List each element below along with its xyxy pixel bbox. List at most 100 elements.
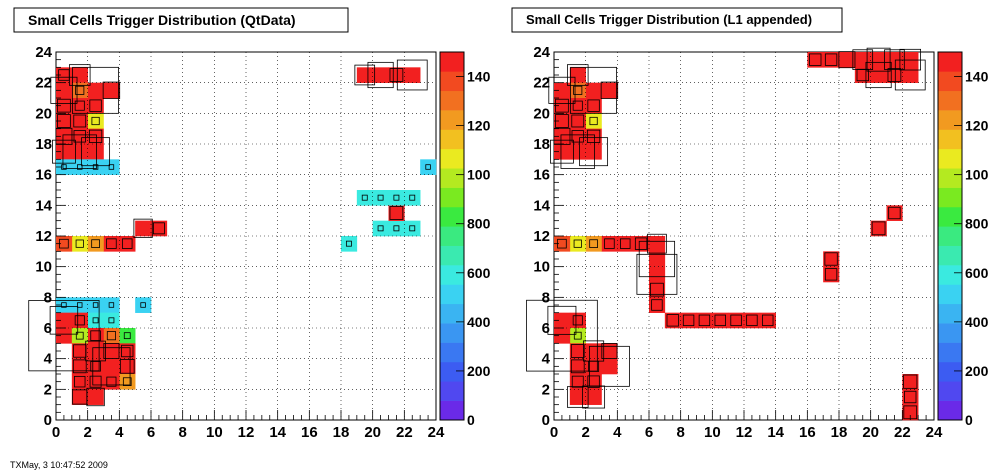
box-marker: [409, 225, 416, 232]
box-marker: [92, 164, 99, 170]
heatmap-cell: [886, 67, 903, 83]
y-tick-label: 14: [35, 197, 52, 214]
box-marker: [601, 343, 618, 359]
box-marker: [140, 302, 146, 308]
box-marker: [604, 238, 615, 249]
heatmap-cell: [87, 374, 104, 390]
box-marker: [72, 66, 119, 114]
palette-segment: [440, 245, 464, 266]
heatmap-cell: [56, 98, 73, 114]
heatmap-cell: [372, 220, 389, 237]
box-marker: [345, 240, 352, 247]
heatmap-cell: [759, 312, 776, 329]
heatmap-cell: [87, 98, 104, 114]
box-marker: [393, 194, 400, 201]
box-marker: [571, 130, 584, 143]
palette-tick-label: 400: [965, 314, 989, 330]
box-marker: [571, 114, 585, 128]
box-marker: [824, 53, 838, 66]
box-marker: [824, 268, 838, 281]
panel-title: Small Cells Trigger Distribution (QtData…: [28, 12, 296, 28]
heatmap-cell: [902, 404, 919, 421]
heatmap-cell: [119, 343, 136, 359]
heatmap-cell: [56, 113, 73, 129]
heatmap-cell: [388, 220, 405, 237]
heatmap-cell: [569, 374, 586, 390]
box-marker: [638, 240, 676, 278]
y-tick-label: 4: [542, 351, 551, 368]
footer-timestamp: TXMay, 3 10:47:52 2009: [10, 460, 108, 470]
box-marker: [389, 206, 404, 220]
x-tick-label: 12: [238, 424, 255, 441]
heatmap-cell: [135, 297, 152, 313]
palette-tick-label: 140: [965, 69, 989, 85]
box-marker: [393, 225, 400, 232]
box-marker: [682, 314, 695, 327]
heatmap-cell: [87, 297, 104, 313]
heatmap-cell: [87, 236, 104, 252]
heatmap-cell: [664, 312, 681, 329]
heatmap-cell: [420, 159, 437, 175]
heatmap-cell: [569, 236, 586, 252]
box-marker: [49, 306, 79, 335]
box-marker: [122, 238, 133, 249]
box-marker: [88, 129, 103, 143]
box-marker: [61, 164, 67, 170]
palette-segment: [938, 400, 962, 421]
box-marker: [73, 130, 86, 143]
y-tick-label: 18: [35, 136, 52, 153]
y-tick-label: 14: [533, 197, 550, 214]
heatmap-cell: [585, 98, 602, 114]
box-marker: [77, 164, 83, 170]
heatmap-cell: [649, 251, 666, 267]
box-marker: [903, 374, 918, 389]
heatmap-cell: [388, 205, 405, 221]
y-tick-label: 4: [44, 351, 53, 368]
palette-segment: [938, 265, 962, 285]
box-marker: [560, 134, 595, 169]
panel-l1-appended: Small Cells Trigger Distribution (L1 app…: [511, 7, 989, 441]
box-marker: [52, 139, 76, 164]
panel-title: Small Cells Trigger Distribution (L1 app…: [526, 12, 812, 27]
x-tick-label: 18: [333, 424, 350, 441]
box-marker: [75, 331, 84, 340]
heatmap-cell: [103, 297, 120, 313]
palette-tick-label: 0: [965, 412, 973, 428]
x-tick-label: 24: [428, 424, 445, 441]
heatmap-cell: [56, 297, 73, 313]
heatmap-cell: [341, 236, 358, 252]
heatmap-cell: [554, 98, 571, 114]
palette-segment: [440, 187, 464, 208]
heatmap-cell: [388, 190, 405, 206]
palette-segment: [938, 284, 962, 305]
box-marker: [894, 59, 926, 91]
heatmap-cell: [617, 236, 634, 252]
box-marker: [547, 305, 577, 335]
palette-segment: [440, 90, 464, 111]
heatmap-cell: [585, 236, 602, 252]
palette-segment: [938, 323, 962, 343]
box-marker: [570, 344, 585, 358]
heatmap-cell: [87, 113, 104, 129]
heatmap-cell: [680, 312, 697, 329]
palette-frame: [439, 51, 465, 421]
palette-segment: [440, 52, 464, 72]
box-marker: [730, 314, 742, 327]
box-marker: [108, 164, 115, 170]
palette-segment: [938, 245, 962, 266]
palette-segment: [440, 284, 464, 305]
heatmap-cell: [103, 343, 120, 359]
box-marker: [75, 85, 85, 95]
y-tick-label: 10: [533, 259, 550, 276]
box-marker: [572, 315, 583, 326]
box-marker: [666, 314, 679, 327]
heatmap-cell: [56, 312, 73, 329]
heatmap-cell: [569, 328, 586, 344]
x-tick-label: 0: [550, 424, 558, 441]
y-tick-label: 12: [35, 228, 52, 245]
box-marker: [108, 302, 115, 308]
palette-segment: [938, 187, 962, 208]
heatmap-cell: [569, 312, 586, 329]
heatmap-cell: [554, 312, 571, 329]
